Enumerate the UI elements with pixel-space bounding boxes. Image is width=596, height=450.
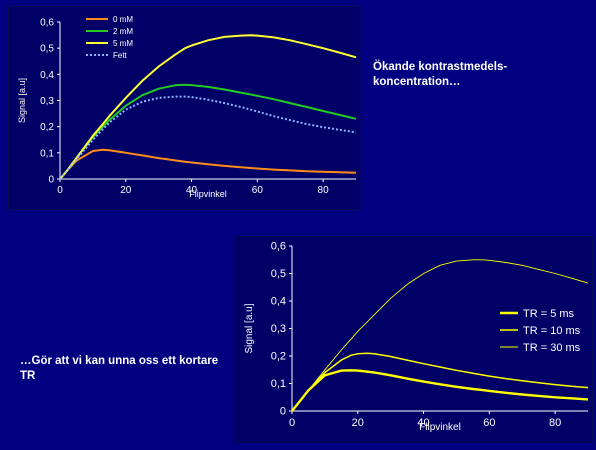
chart1-series-line-2	[59, 34, 357, 180]
chart2-x-tick-label: 20	[352, 417, 364, 429]
chart1-legend-label-1: 2 mM	[113, 27, 133, 36]
chart1-y-tick-label: 0,4	[40, 70, 54, 81]
chart2-x-tick-label: 40	[417, 417, 429, 429]
chart1-series-line-1	[59, 83, 357, 180]
chart2-x-tick-label: 60	[483, 417, 495, 429]
chart1-y-tick-label: 0	[48, 175, 54, 186]
chart1-series-line-3	[59, 95, 357, 180]
chart1-legend-label-2: 5 mM	[113, 39, 133, 48]
chart2-legend-label-2: TR = 30 ms	[523, 342, 581, 354]
chart2-y-tick-label: 0,2	[271, 351, 286, 363]
chart-2-svg: 0 0,1 0,2 0,3 0,4 0,5 0,6 0 20 40 60 80 Flipvinkel Si…	[244, 241, 589, 433]
chart2-y-tick-label: 0	[280, 406, 286, 418]
chart1-y-tick-label: 0,1	[40, 148, 54, 159]
chart2-x-tick-label: 80	[549, 417, 561, 429]
chart1-x-tick-label: 60	[252, 185, 264, 196]
chart1-x-tick-label: 20	[120, 185, 132, 196]
chart2-y-tick-label: 0,5	[271, 268, 286, 280]
caption-contrast-concentration: Ökande kontrastmedels-koncentration…	[373, 61, 508, 88]
caption-shorter-tr: …Gör att vi kan unna oss ett kortare TR	[20, 355, 219, 382]
chart2-x-tick-label: 0	[289, 417, 295, 429]
chart2-y-tick-label: 0,6	[271, 241, 286, 253]
chart2-y-tick-label: 0,4	[271, 296, 286, 308]
chart1-x-tick-label: 80	[318, 185, 330, 196]
chart2-x-axis-label: Flipvinkel	[419, 422, 461, 433]
chart2-series-line-0	[291, 369, 589, 412]
chart1-x-tick-label: 0	[57, 185, 63, 196]
chart1-legend-label-0: 0 mM	[113, 15, 133, 24]
chart1-legend-label-3: Fett	[113, 51, 128, 60]
chart-repetition-time: 0 0,1 0,2 0,3 0,4 0,5 0,6 0 20 40 60 80 Flipvinkel Si…	[233, 236, 593, 443]
chart2-y-tick-label: 0,3	[271, 323, 286, 335]
chart2-legend-label-1: TR = 10 ms	[523, 325, 581, 337]
chart1-x-tick-label: 40	[186, 185, 198, 196]
chart1-y-tick-label: 0,3	[40, 96, 54, 107]
chart1-y-tick-label: 0,6	[40, 18, 54, 29]
chart2-series-line-2	[291, 259, 589, 412]
chart2-legend-label-0: TR = 5 ms	[523, 308, 575, 320]
chart1-x-axis-label: Flipvinkel	[189, 189, 227, 199]
chart2-y-tick-label: 0,1	[271, 378, 286, 390]
chart2-series-line-1	[291, 352, 589, 412]
chart1-y-axis-label: Signal [a.u]	[17, 78, 27, 123]
chart1-y-tick-label: 0,2	[40, 122, 54, 133]
chart1-series-line-0	[59, 148, 357, 180]
chart-1-svg: 0 0,1 0,2 0,3 0,4 0,5 0,6 0 20 40 60 80 Flipvinkel Si…	[17, 15, 357, 199]
chart1-y-tick-label: 0,5	[40, 44, 54, 55]
chart-contrast-concentration: 0 0,1 0,2 0,3 0,4 0,5 0,6 0 20 40 60 80 Flipvinkel Si…	[8, 6, 362, 210]
chart2-y-axis-label: Signal [a.u]	[244, 303, 255, 353]
